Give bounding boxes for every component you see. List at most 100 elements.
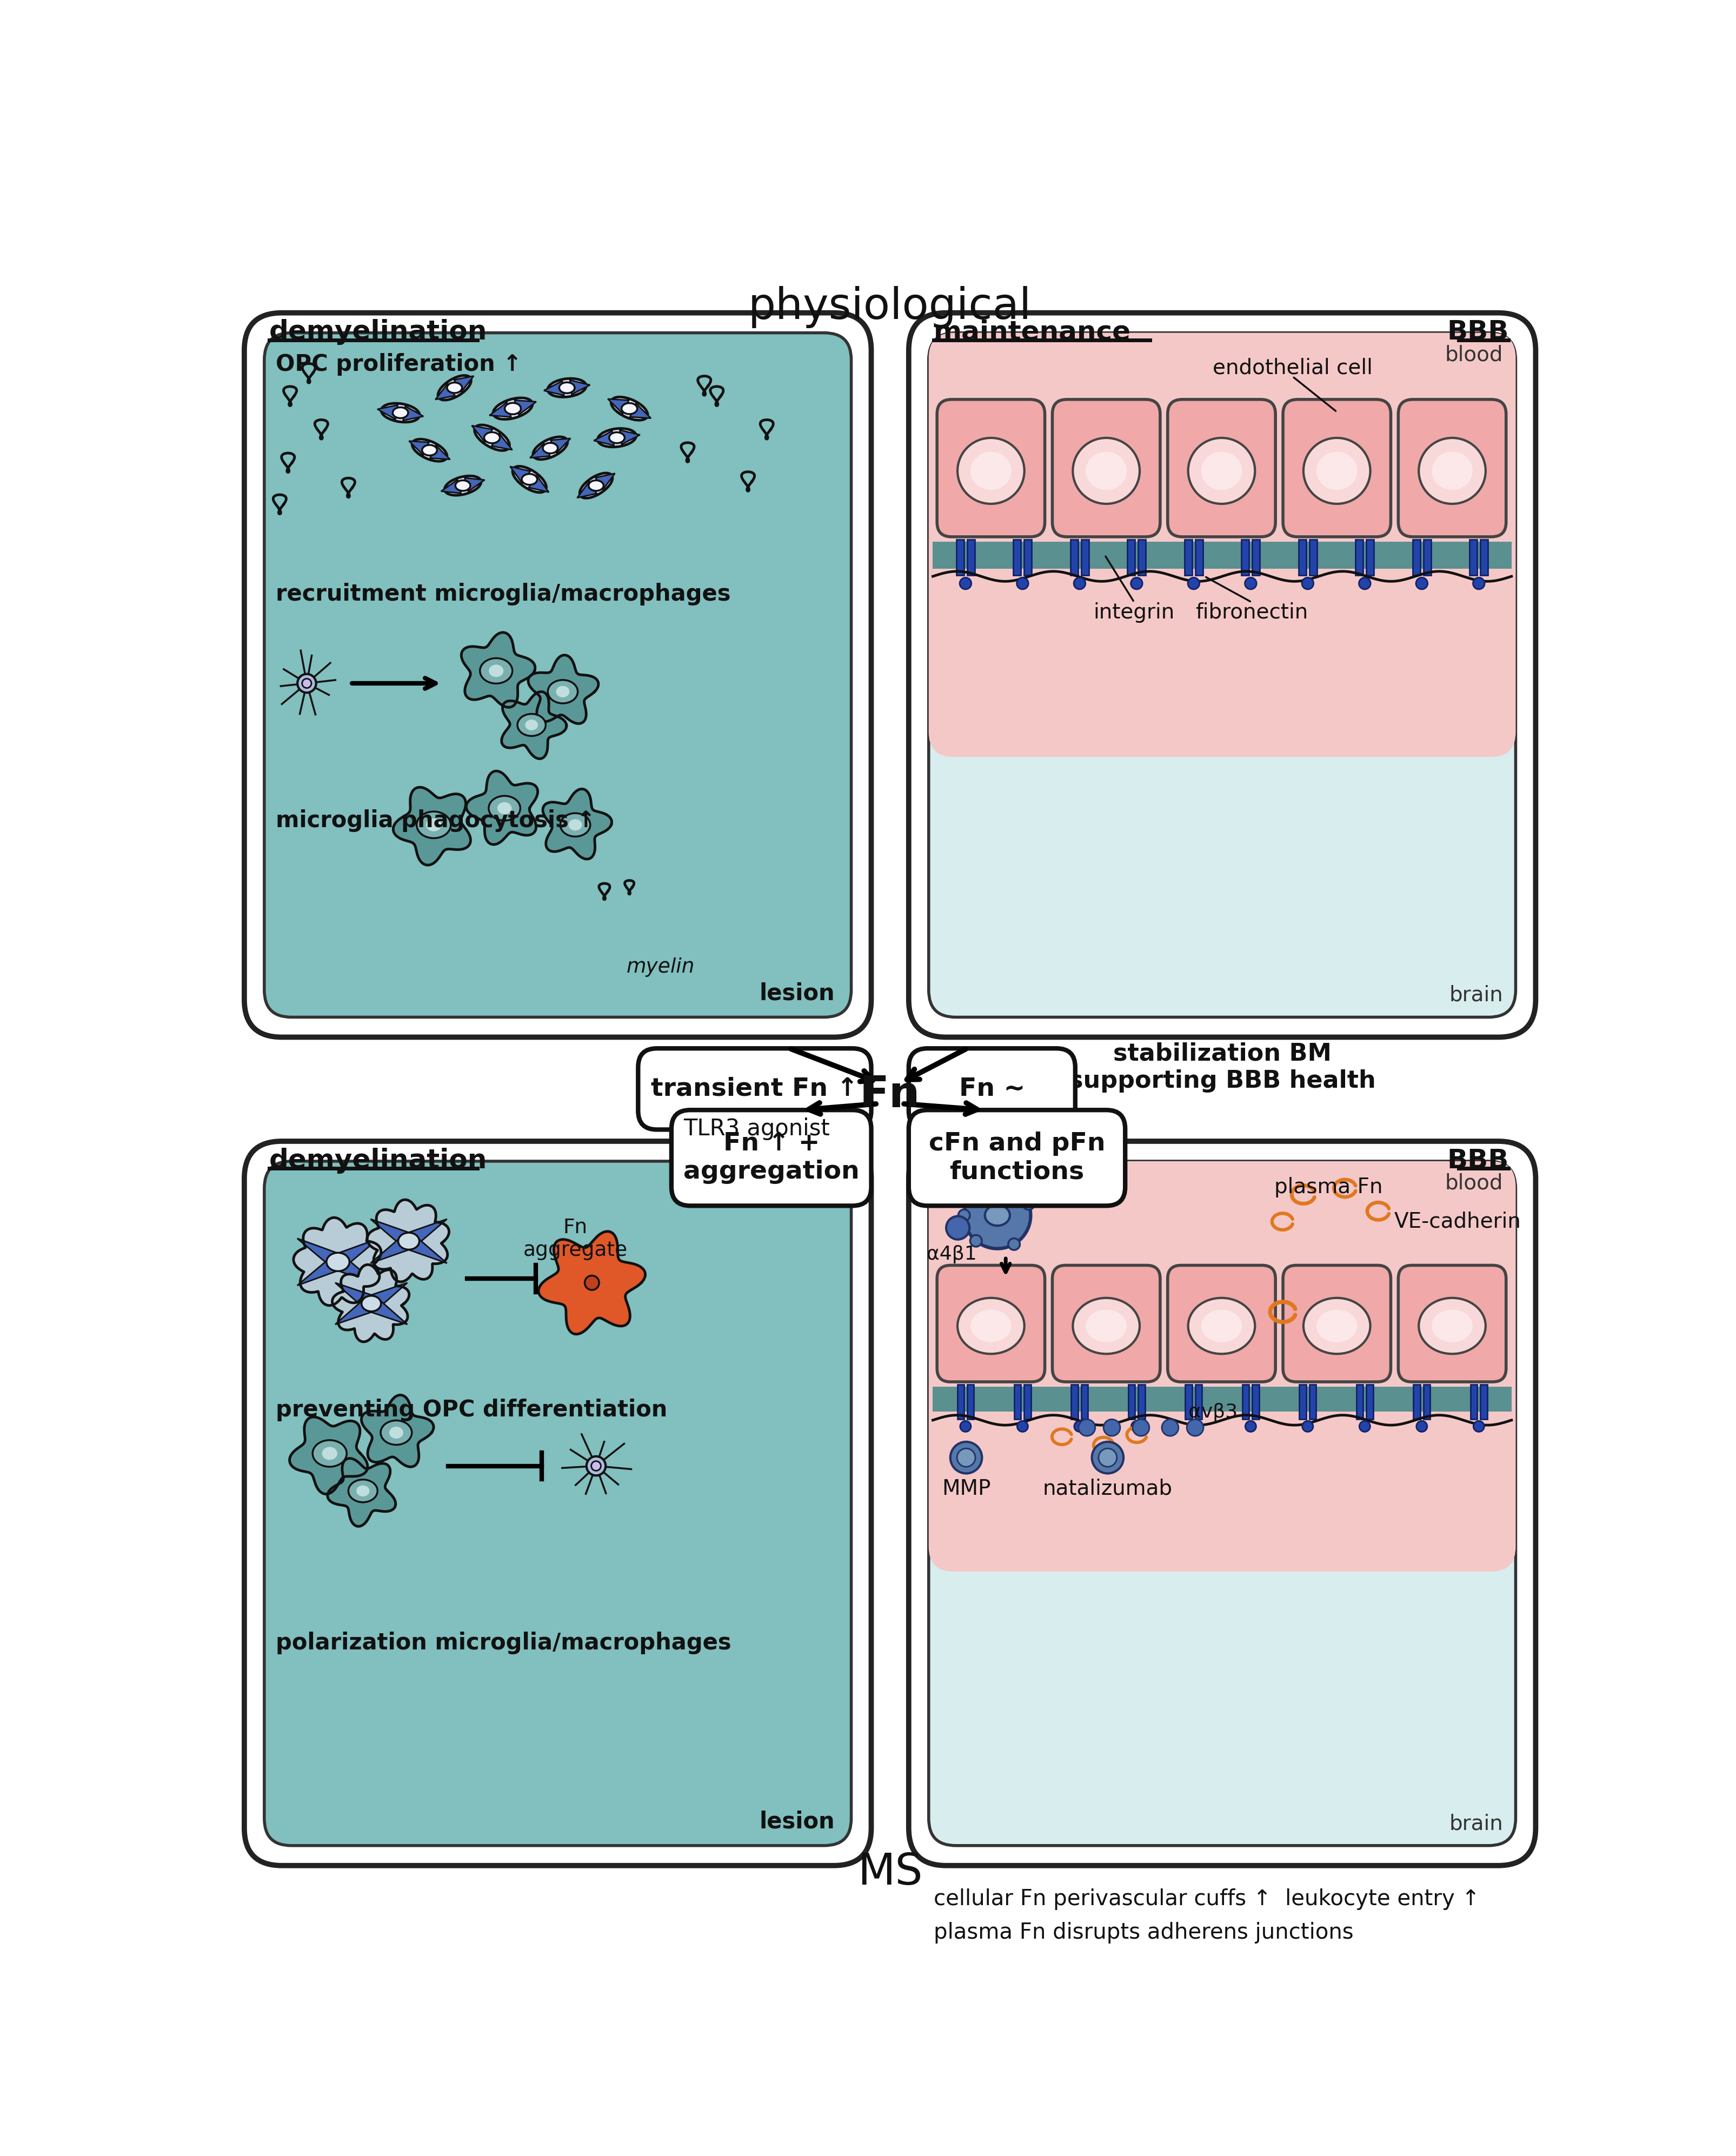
Ellipse shape [589, 481, 604, 492]
Bar [1356, 539, 1363, 576]
Circle shape [302, 679, 311, 688]
Polygon shape [377, 405, 398, 418]
Text: stabilization BM
supporting BBB health: stabilization BM supporting BBB health [1068, 1041, 1375, 1093]
Ellipse shape [398, 1233, 418, 1250]
Ellipse shape [484, 431, 500, 444]
Circle shape [1075, 1421, 1085, 1432]
Ellipse shape [621, 403, 637, 414]
Bar [1356, 1384, 1363, 1419]
Bar [1014, 1384, 1021, 1419]
Circle shape [1016, 578, 1028, 589]
Bar [1309, 539, 1316, 576]
Polygon shape [404, 1218, 446, 1248]
Polygon shape [453, 375, 474, 392]
FancyBboxPatch shape [264, 1162, 851, 1846]
Text: transient Fn ↑: transient Fn ↑ [651, 1076, 858, 1102]
Ellipse shape [356, 1485, 370, 1496]
Circle shape [960, 578, 970, 589]
Polygon shape [392, 787, 470, 865]
Polygon shape [404, 1233, 446, 1263]
Ellipse shape [417, 811, 451, 839]
Bar [1069, 539, 1078, 576]
Bar [1366, 539, 1373, 576]
Bar [1137, 539, 1146, 576]
Polygon shape [370, 1218, 413, 1248]
Polygon shape [436, 384, 455, 399]
Text: demyelination: demyelination [269, 319, 488, 345]
Ellipse shape [957, 438, 1024, 505]
Circle shape [1359, 578, 1370, 589]
Text: brain: brain [1450, 1813, 1503, 1835]
Circle shape [1017, 1421, 1028, 1432]
Circle shape [1073, 578, 1085, 589]
Circle shape [1078, 1419, 1095, 1436]
Text: endothelial cell: endothelial cell [1212, 358, 1371, 377]
Polygon shape [528, 476, 549, 492]
FancyBboxPatch shape [637, 1048, 871, 1130]
Ellipse shape [512, 466, 547, 492]
FancyBboxPatch shape [937, 399, 1045, 537]
Text: preventing OPC differentiation: preventing OPC differentiation [276, 1399, 667, 1421]
FancyBboxPatch shape [1283, 1266, 1391, 1382]
FancyBboxPatch shape [1167, 399, 1274, 537]
FancyBboxPatch shape [1052, 1266, 1160, 1382]
Circle shape [1132, 1419, 1149, 1436]
Circle shape [1003, 1177, 1014, 1190]
Text: demyelination: demyelination [269, 1147, 488, 1173]
FancyBboxPatch shape [908, 1141, 1535, 1865]
Polygon shape [465, 772, 538, 845]
Bar [1241, 539, 1248, 576]
Circle shape [970, 1235, 981, 1246]
Bar [967, 539, 974, 576]
Polygon shape [472, 425, 493, 442]
Circle shape [970, 1184, 981, 1197]
Ellipse shape [609, 433, 625, 444]
FancyBboxPatch shape [672, 1110, 871, 1205]
Ellipse shape [517, 714, 545, 735]
Circle shape [950, 1442, 981, 1473]
Polygon shape [594, 431, 615, 446]
Text: blood: blood [1444, 1173, 1503, 1194]
Ellipse shape [488, 796, 521, 821]
Polygon shape [335, 1296, 375, 1324]
Ellipse shape [1201, 451, 1241, 489]
Text: leukocyte: leukocyte [946, 1173, 1049, 1194]
Bar [1252, 539, 1259, 576]
Ellipse shape [547, 679, 578, 703]
Polygon shape [514, 401, 536, 414]
FancyBboxPatch shape [1052, 399, 1160, 537]
Circle shape [1187, 578, 1200, 589]
Bar [1481, 1384, 1486, 1419]
Ellipse shape [1201, 1309, 1241, 1343]
Text: blood: blood [1444, 345, 1503, 364]
Polygon shape [441, 481, 460, 494]
Ellipse shape [580, 472, 613, 498]
Ellipse shape [312, 1440, 347, 1466]
Ellipse shape [970, 1309, 1010, 1343]
Text: BBB: BBB [1446, 1147, 1509, 1173]
Ellipse shape [597, 429, 635, 446]
Text: maintenance: maintenance [934, 319, 1130, 345]
Bar [1299, 1384, 1305, 1419]
Bar [1137, 1384, 1144, 1419]
Circle shape [1417, 1421, 1427, 1432]
Ellipse shape [556, 686, 569, 696]
Ellipse shape [444, 476, 481, 496]
Circle shape [960, 1421, 970, 1432]
Circle shape [1472, 578, 1484, 589]
Text: myelin: myelin [627, 957, 694, 977]
Text: polarization microglia/macrophages: polarization microglia/macrophages [276, 1632, 731, 1654]
FancyBboxPatch shape [908, 1048, 1075, 1130]
Bar [1469, 539, 1477, 576]
Circle shape [585, 1276, 599, 1289]
Ellipse shape [543, 442, 557, 453]
Polygon shape [528, 655, 599, 724]
FancyBboxPatch shape [245, 313, 871, 1037]
Text: plasma Fn: plasma Fn [1274, 1177, 1382, 1197]
Polygon shape [543, 789, 611, 858]
Circle shape [1130, 578, 1142, 589]
Text: MMP: MMP [941, 1479, 990, 1498]
Circle shape [1245, 578, 1257, 589]
Ellipse shape [422, 444, 437, 455]
Text: cFn and pFn
functions: cFn and pFn functions [929, 1132, 1104, 1184]
